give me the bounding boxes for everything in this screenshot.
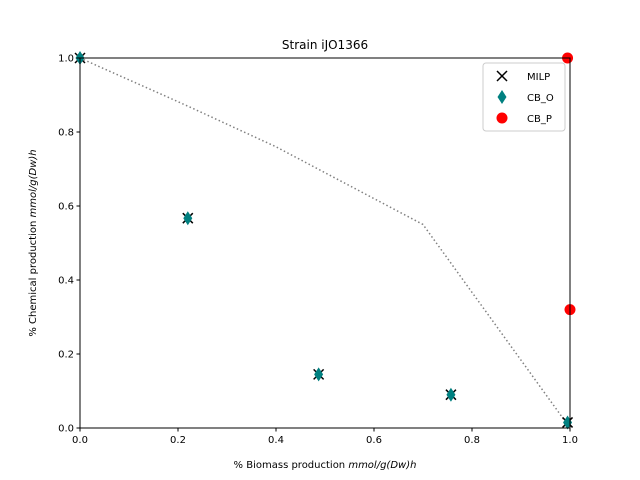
data-point-cb-o-1 xyxy=(183,211,193,226)
y-tick-label: 0.6 xyxy=(58,202,74,213)
y-tick-label: 0.4 xyxy=(58,276,74,287)
x-tick-label: 0.4 xyxy=(268,435,284,446)
y-tick-label: 0.2 xyxy=(58,350,74,361)
x-tick-label: 0.0 xyxy=(72,435,88,446)
y-tick-label: 0.8 xyxy=(58,128,74,139)
frontier-line xyxy=(79,57,571,429)
y-axis-label-unit: mmol/g(Dw)h xyxy=(28,149,39,217)
data-point-cb-o-3 xyxy=(446,387,456,402)
x-tick-label: 0.2 xyxy=(170,435,186,446)
legend: MILP CB_O CB_P xyxy=(482,62,566,132)
y-tick-label: 0.0 xyxy=(58,424,74,435)
legend-label-cb-o: CB_O xyxy=(527,93,554,104)
y-axis-label-text: % Chemical production xyxy=(28,217,39,336)
x-tick-label: 0.6 xyxy=(366,435,382,446)
x-tick-label: 1.0 xyxy=(562,435,578,446)
x-tick-label: 0.8 xyxy=(464,435,480,446)
data-point-cb-o-2 xyxy=(314,367,324,382)
legend-label-cb-p: CB_P xyxy=(527,114,552,125)
y-tick-label: 1.0 xyxy=(58,54,74,65)
legend-marker-cb-o xyxy=(497,90,507,104)
x-axis-label-unit: mmol/g(Dw)h xyxy=(348,460,416,471)
plot-frame xyxy=(79,57,571,429)
x-axis-label: % Biomass production mmol/g(Dw)h xyxy=(234,460,417,471)
legend-marker-milp xyxy=(496,70,508,82)
legend-marker-cb-p xyxy=(496,112,508,124)
y-axis-label: % Chemical production mmol/g(Dw)h xyxy=(28,149,39,336)
legend-label-milp: MILP xyxy=(527,72,550,83)
x-axis-label-text: % Biomass production xyxy=(234,460,349,471)
chart-title: Strain iJO1366 xyxy=(282,38,368,52)
axis-ticks: 0.0 0.2 0.4 0.6 0.8 1.0 0.0 0.2 0.4 0.6 0.8 1.0 xyxy=(58,54,578,447)
